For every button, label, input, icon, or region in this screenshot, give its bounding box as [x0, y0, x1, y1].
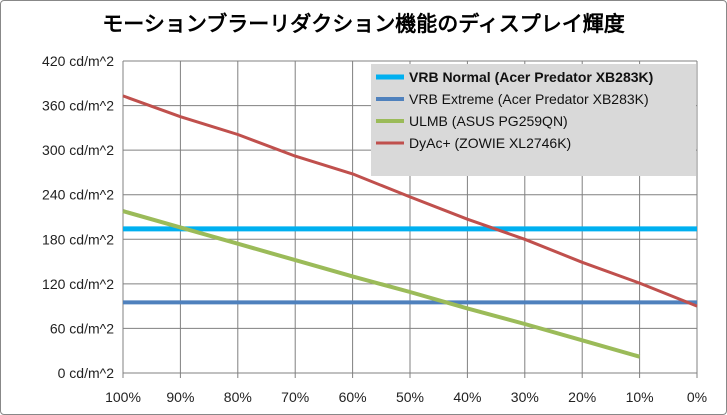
x-tick-label: 0% — [687, 389, 707, 405]
x-tick-label: 90% — [166, 389, 194, 405]
x-tick-label: 50% — [396, 389, 424, 405]
series-lines — [122, 94, 698, 359]
legend-label: ULMB (ASUS PG259QN) — [409, 113, 568, 129]
y-tick-label: 360 cd/m^2 — [42, 98, 114, 114]
y-tick-label: 60 cd/m^2 — [50, 320, 114, 336]
y-tick-label: 240 cd/m^2 — [42, 187, 114, 203]
x-tick-label: 40% — [453, 389, 481, 405]
legend-label: VRB Normal (Acer Predator XB283K) — [409, 69, 653, 85]
y-tick-label: 420 cd/m^2 — [42, 53, 114, 69]
x-tick-label: 20% — [568, 389, 596, 405]
y-tick-label: 120 cd/m^2 — [42, 276, 114, 292]
chart-title: モーションブラーリダクション機能のディスプレイ輝度 — [102, 12, 625, 36]
series-line-3 — [122, 94, 698, 308]
x-tick-label: 10% — [626, 389, 654, 405]
x-tick-label: 60% — [339, 389, 367, 405]
y-tick-label: 0 cd/m^2 — [58, 365, 115, 381]
x-tick-label: 70% — [281, 389, 309, 405]
y-tick-label: 300 cd/m^2 — [42, 142, 114, 158]
legend: VRB Normal (Acer Predator XB283K) VRB Ext… — [371, 64, 696, 176]
legend-box — [371, 64, 696, 176]
y-tick-label: 180 cd/m^2 — [42, 231, 114, 247]
legend-label: VRB Extreme (Acer Predator XB283K) — [409, 91, 649, 107]
series-line-2 — [122, 209, 641, 359]
x-axis-ticks: 100% 90% 80% 70% 60% 50% 40% 30% 20% 10% 0% — [105, 389, 707, 405]
x-tick-label: 30% — [511, 389, 539, 405]
y-axis-ticks: 0 cd/m^2 60 cd/m^2 120 cd/m^2 180 cd/m^2 240… — [42, 53, 114, 381]
x-tick-label: 80% — [224, 389, 252, 405]
x-tick-label: 100% — [105, 389, 141, 405]
legend-label: DyAc+ (ZOWIE XL2746K) — [409, 135, 571, 151]
